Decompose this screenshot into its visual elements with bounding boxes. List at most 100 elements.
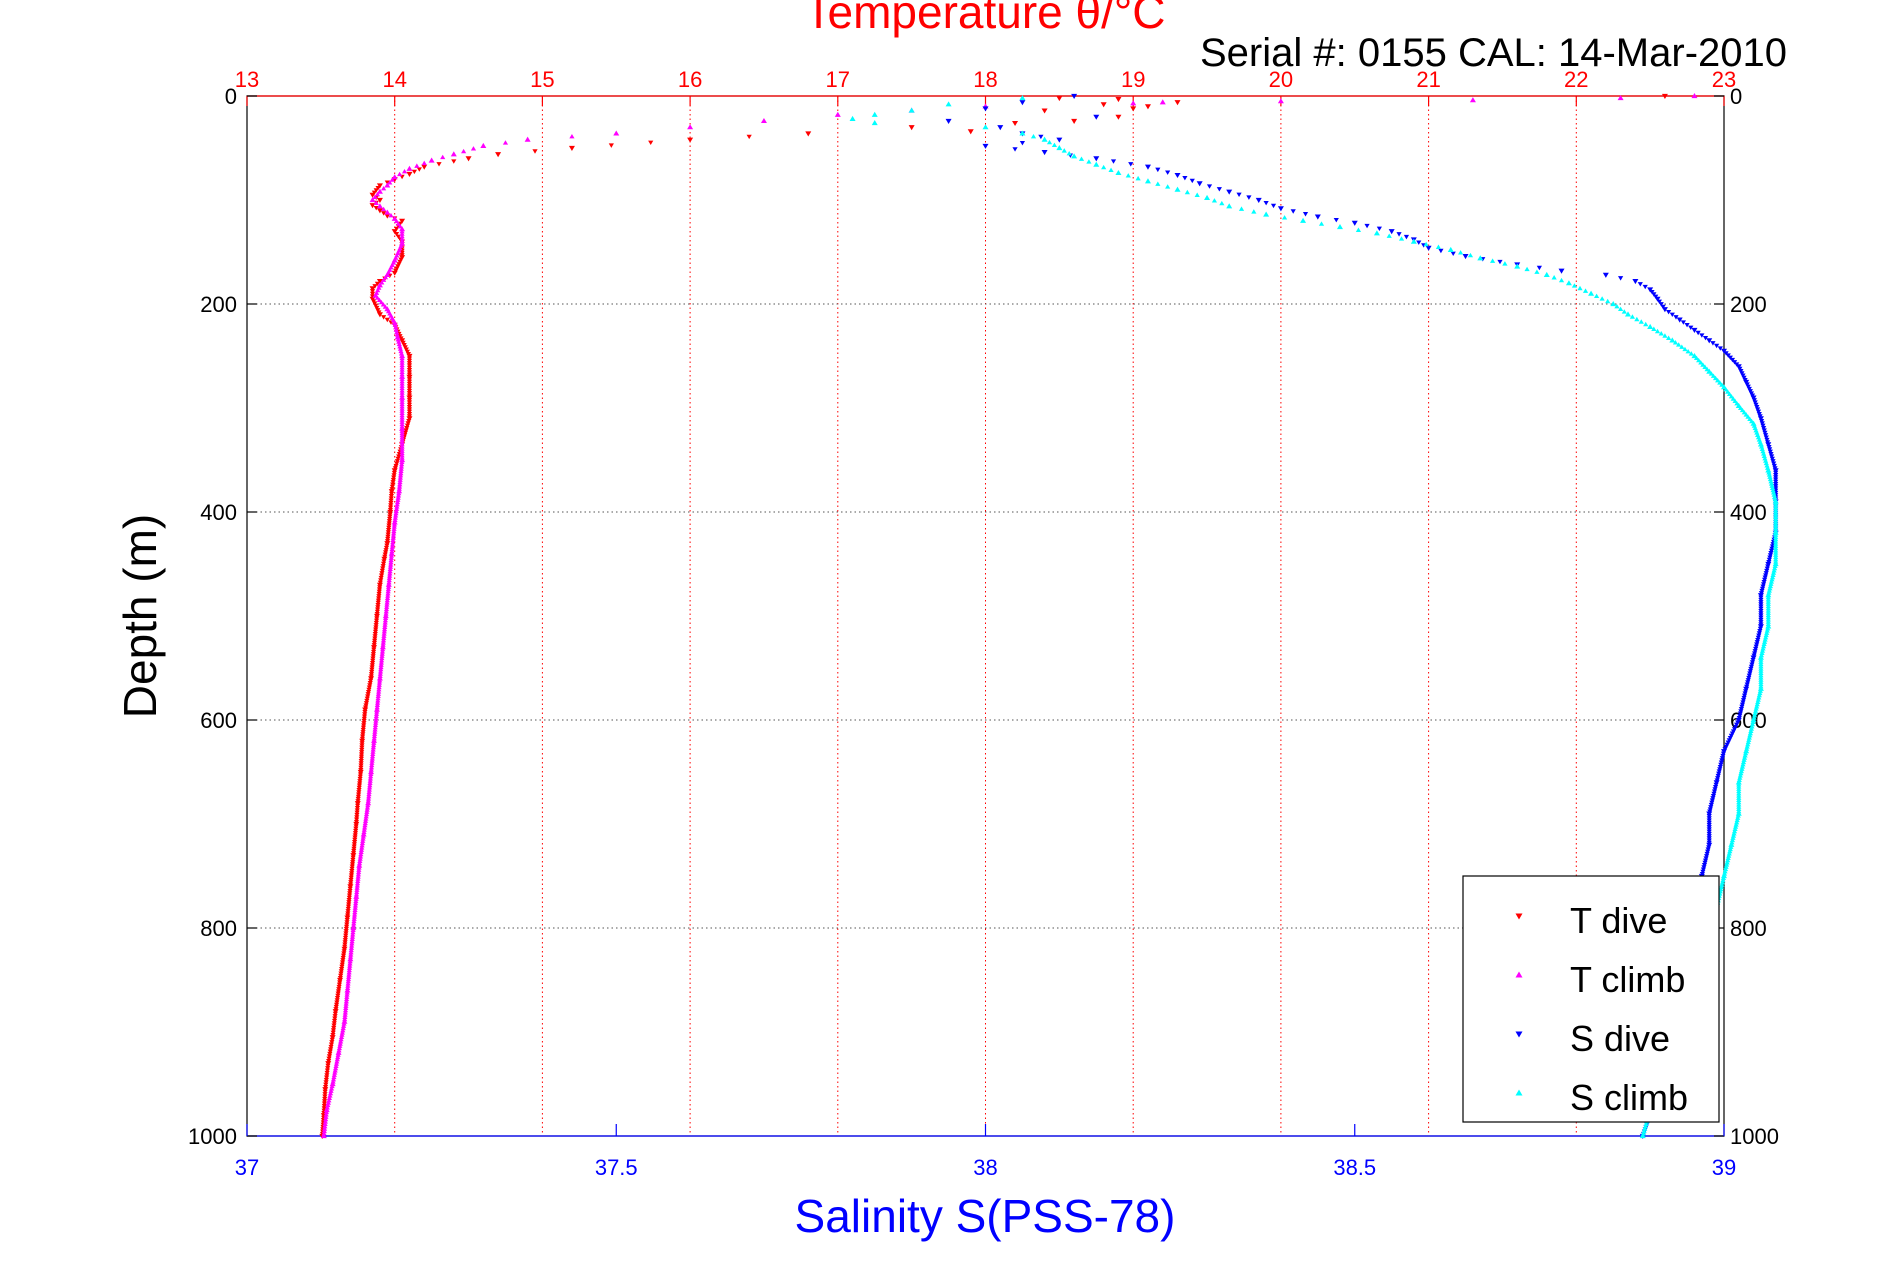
data-point: [406, 405, 413, 410]
data-point: [1770, 487, 1776, 493]
y-axis-label: Depth (m): [114, 514, 166, 718]
data-point: [1758, 620, 1764, 625]
data-point: [354, 810, 360, 816]
data-point: [378, 299, 385, 305]
data-point: [1723, 351, 1729, 356]
data-point: [1769, 454, 1775, 459]
data-point: [390, 477, 396, 483]
data-point: [1748, 666, 1754, 672]
data-point: [1765, 617, 1771, 622]
data-point: [1728, 841, 1735, 847]
data-point: [352, 835, 358, 840]
data-point: [568, 145, 575, 151]
data-point: [324, 1068, 331, 1073]
data-point: [1771, 568, 1777, 573]
data-point: [1754, 701, 1760, 707]
data-point: [1755, 699, 1761, 704]
data-point: [345, 976, 352, 982]
chart-title: Temperature θ/°C: [805, 0, 1166, 38]
data-point: [353, 900, 359, 906]
data-point: [1746, 737, 1752, 742]
data-point: [357, 772, 364, 777]
data-point: [1165, 170, 1171, 175]
data-point: [328, 1047, 334, 1052]
data-point: [391, 470, 397, 476]
data-point: [1729, 837, 1736, 843]
data-point: [1766, 444, 1772, 450]
data-point: [365, 692, 371, 697]
data-point: [354, 817, 360, 822]
data-point: [1654, 328, 1661, 334]
legend-box: [1462, 875, 1720, 1123]
data-point: [384, 600, 390, 605]
data-point: [908, 125, 915, 131]
data-point: [338, 969, 344, 974]
data-point: [328, 1044, 334, 1050]
data-point: [399, 419, 405, 424]
data-point: [401, 168, 408, 174]
data-point: [373, 625, 379, 630]
data-point: [376, 680, 383, 685]
data-point: [380, 646, 386, 652]
data-point: [395, 497, 401, 502]
data-point: [1767, 447, 1773, 452]
data-point: [340, 958, 346, 963]
data-point: [334, 1059, 340, 1064]
data-point: [982, 124, 989, 130]
data-point: [381, 629, 387, 634]
data-point: [399, 430, 405, 436]
data-point: [329, 1040, 335, 1045]
data-point: [1736, 793, 1742, 798]
data-point: [376, 594, 382, 599]
data-point: [380, 564, 386, 569]
data-point: [396, 488, 403, 494]
data-point: [358, 763, 364, 768]
data-point: [376, 208, 383, 214]
data-point: [399, 360, 405, 365]
data-point: [378, 660, 385, 665]
data-point: [354, 883, 360, 888]
data-point: [376, 689, 382, 694]
data-point: [367, 782, 373, 788]
data-point: [1750, 719, 1756, 725]
data-point: [392, 515, 398, 520]
data-point: [383, 550, 389, 555]
data-point: [1773, 543, 1779, 548]
data-point: [1735, 810, 1742, 816]
data-point: [355, 876, 361, 881]
data-point: [331, 1023, 337, 1028]
data-point: [1756, 695, 1762, 700]
salinity-tick-label: 37: [235, 1155, 259, 1180]
data-point: [406, 368, 413, 373]
data-point: [373, 627, 379, 632]
data-point: [1758, 668, 1764, 673]
data-point: [379, 651, 385, 656]
data-point: [322, 1094, 328, 1099]
data-point: [421, 164, 428, 170]
data-point: [362, 712, 368, 717]
data-point: [1768, 548, 1775, 554]
data-point: [1747, 671, 1753, 676]
data-point: [396, 484, 403, 489]
data-point: [1760, 584, 1766, 589]
data-point: [1704, 851, 1710, 857]
data-point: [1748, 728, 1754, 733]
data-point: [333, 1002, 340, 1008]
data-point: [1165, 184, 1171, 189]
data-point: [1730, 833, 1737, 838]
data-point: [358, 849, 364, 855]
data-point: [1624, 311, 1631, 317]
data-point: [374, 305, 380, 311]
data-point: [391, 522, 398, 527]
data-point: [334, 998, 340, 1003]
data-point: [1771, 463, 1777, 469]
data-point: [371, 737, 378, 743]
data-point: [1757, 441, 1764, 447]
data-point: [613, 130, 620, 136]
data-point: [350, 932, 356, 937]
data-point: [337, 1043, 343, 1048]
data-point: [384, 182, 391, 188]
data-point: [1263, 200, 1269, 206]
data-point: [1184, 189, 1190, 195]
